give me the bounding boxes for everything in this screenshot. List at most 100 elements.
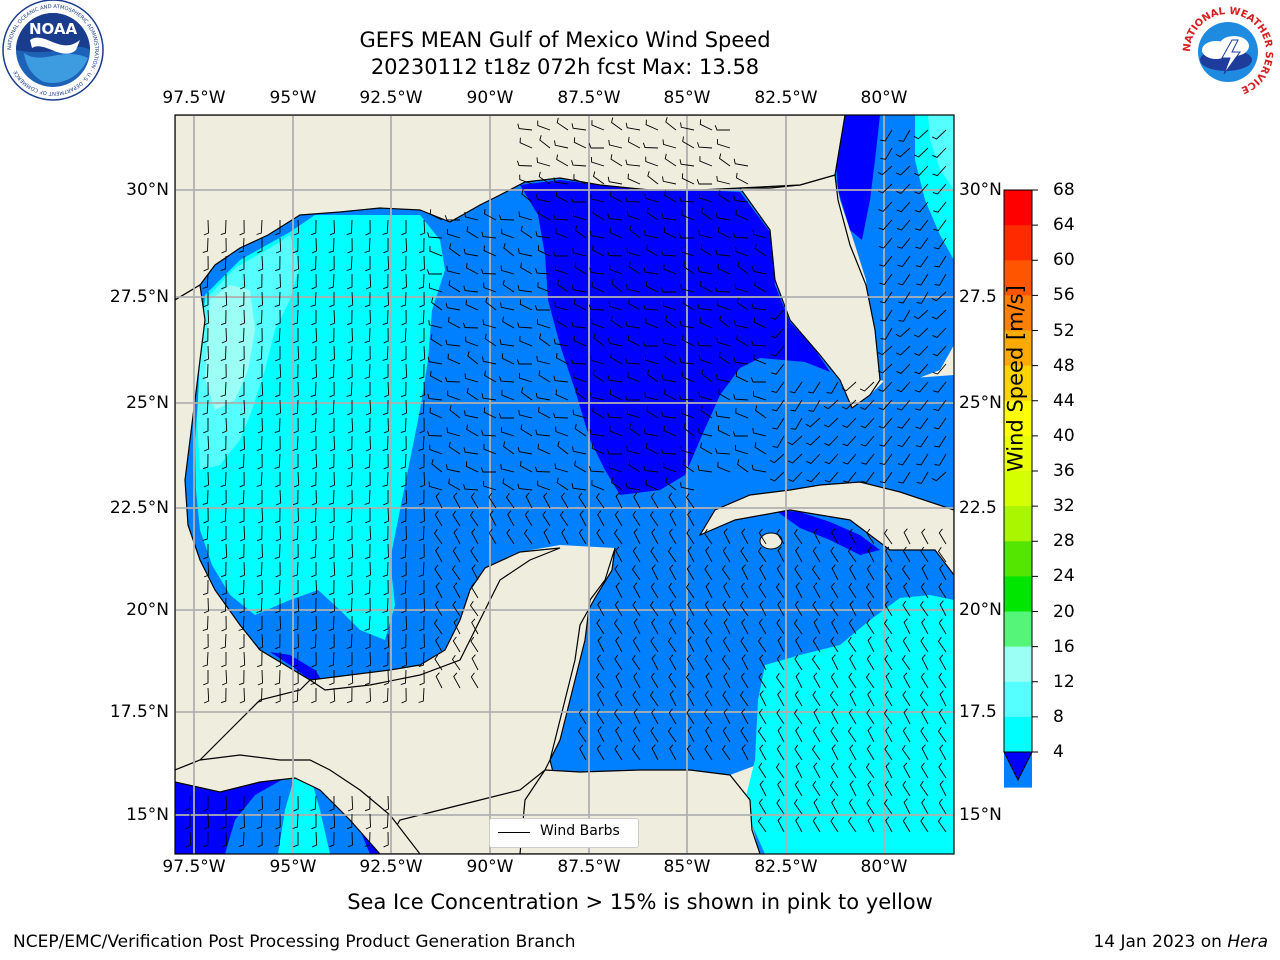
wind-barb	[884, 744, 893, 761]
wind-barb	[812, 546, 821, 563]
lat-tick-label-right: 30°N	[959, 180, 1002, 200]
wind-barb	[469, 600, 479, 617]
wind-barb	[662, 139, 677, 149]
wind-barb	[275, 615, 282, 632]
wind-barb	[328, 237, 335, 254]
wind-barb	[419, 471, 426, 488]
wind-barb	[740, 582, 749, 599]
wind-barb	[256, 525, 263, 542]
wind-barb	[758, 762, 767, 779]
wind-barb	[554, 463, 569, 473]
wind-barb	[446, 464, 461, 473]
wind-barb	[757, 816, 767, 833]
wind-barb	[609, 227, 623, 239]
wind-barb	[400, 669, 407, 686]
wind-barb	[220, 813, 227, 830]
wind-barb	[418, 687, 425, 703]
wind-barb	[418, 489, 425, 506]
wind-barb	[885, 726, 893, 743]
wind-barb	[771, 399, 785, 412]
wind-barb	[823, 399, 839, 410]
wind-barb	[346, 507, 353, 523]
wind-barb	[650, 546, 659, 563]
wind-barb	[642, 341, 658, 347]
wind-barb	[669, 744, 677, 761]
wind-barb	[718, 153, 731, 167]
wind-barb	[311, 688, 317, 704]
wind-barb	[705, 636, 713, 653]
wind-barb	[382, 525, 389, 542]
wind-barb	[202, 363, 209, 380]
wind-barb	[646, 244, 659, 257]
wind-barb	[714, 286, 731, 293]
wind-barb	[914, 165, 929, 176]
wind-barb	[913, 309, 929, 320]
wind-barb	[843, 471, 857, 483]
wind-barb	[203, 633, 209, 650]
wind-barb	[933, 201, 947, 213]
wind-barb	[506, 528, 515, 545]
wind-barb	[939, 690, 947, 707]
wind-barb	[517, 446, 533, 455]
us-gulf-coast-land	[175, 115, 846, 301]
wind-barb	[471, 564, 479, 581]
wind-barb	[501, 353, 515, 365]
lon-tick-label-top: 90°W	[466, 88, 514, 108]
wind-barb	[700, 405, 713, 419]
wind-barb	[329, 561, 336, 578]
wind-barb	[427, 356, 443, 365]
wind-barb	[257, 255, 264, 272]
wind-barb	[238, 795, 245, 812]
lat-tick-label-right: 22.5	[959, 498, 997, 518]
wind-barb	[346, 435, 353, 452]
wind-barb	[552, 251, 568, 257]
wind-barb	[895, 165, 911, 176]
wind-barb	[769, 453, 785, 464]
wind-barb	[627, 335, 641, 347]
mexico-south-land	[308, 547, 561, 691]
wind-barb	[878, 399, 893, 411]
wind-barb	[795, 726, 803, 743]
wind-barb	[538, 208, 551, 221]
wind-barb	[937, 546, 947, 563]
wind-barb	[523, 528, 533, 545]
wind-barb	[482, 356, 497, 365]
wind-barb	[538, 333, 551, 347]
wind-barb	[466, 226, 479, 239]
wind-barb	[777, 726, 785, 743]
wind-barb	[347, 237, 353, 254]
wind-barb	[715, 411, 731, 419]
wind-barb	[430, 370, 443, 383]
wind-barb	[847, 816, 857, 833]
wind-barb	[896, 183, 911, 194]
wind-barb	[347, 526, 353, 542]
wind-barb	[830, 816, 839, 833]
wind-barb	[557, 441, 569, 455]
wind-barb	[517, 483, 533, 491]
wind-barb	[715, 448, 731, 455]
wind-barb	[897, 435, 911, 448]
wind-barb	[427, 393, 443, 401]
wind-barb	[481, 231, 497, 239]
wind-barb	[401, 399, 407, 416]
wind-barb	[500, 265, 515, 275]
wind-barb	[418, 399, 425, 416]
wind-barb	[883, 798, 893, 815]
wind-barb	[897, 453, 911, 466]
wind-barb	[202, 327, 209, 344]
wind-barb	[613, 618, 623, 635]
wind-barb	[613, 528, 623, 545]
wind-barb	[293, 633, 299, 650]
wind-barb	[898, 291, 911, 304]
wind-barb	[921, 744, 929, 761]
wind-barb	[698, 229, 713, 239]
wind-barb	[903, 582, 911, 599]
wind-barb	[848, 618, 857, 635]
wind-barb	[434, 654, 443, 671]
wind-barb	[257, 831, 263, 848]
wind-barb	[538, 370, 551, 383]
wind-barb	[445, 302, 461, 311]
wind-barb	[203, 292, 209, 308]
wind-barb	[434, 600, 443, 617]
wind-barb	[238, 363, 245, 379]
